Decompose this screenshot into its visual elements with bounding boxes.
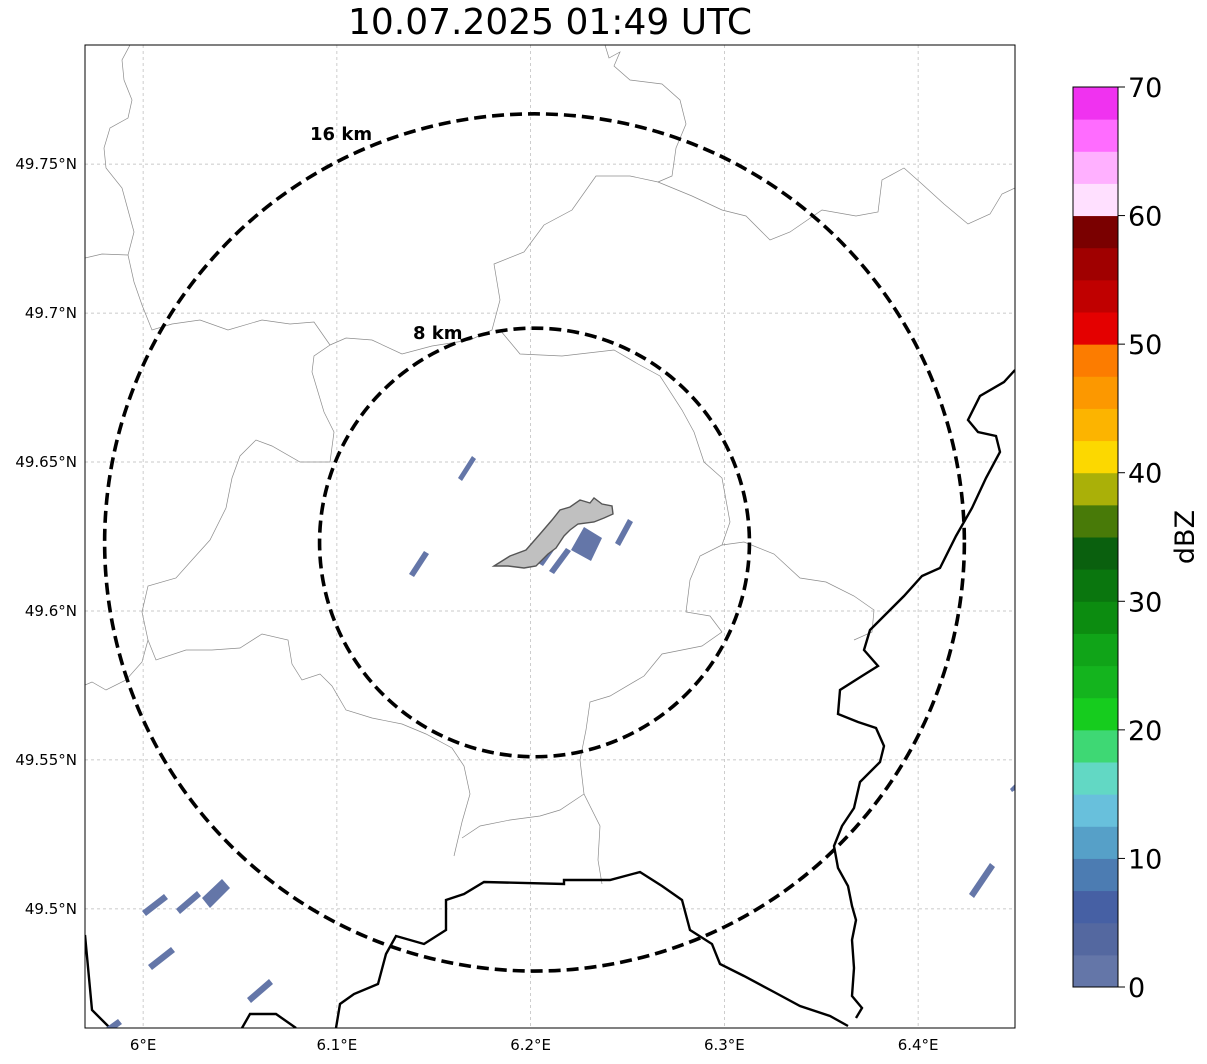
colorbar-label: dBZ (1170, 510, 1201, 564)
colorbar-segment (1073, 537, 1118, 570)
lat-tick-label: 49.6°N (25, 602, 77, 620)
echo-cell (202, 879, 230, 908)
colorbar-segment (1073, 633, 1118, 667)
radar-echoes (105, 456, 1015, 1028)
echo-cell (571, 527, 602, 561)
lat-tick-label: 49.75°N (15, 155, 77, 173)
municipal-boundaries (85, 45, 1015, 885)
border-line (832, 369, 1015, 1019)
colorbar-segment (1073, 87, 1118, 120)
colorbar-segment (1073, 504, 1118, 538)
colorbar-segment (1073, 729, 1118, 763)
colorbar-segment (1073, 922, 1118, 956)
colorbar-tick-label: 10 (1128, 844, 1162, 875)
border-line (334, 870, 849, 1028)
colorbar-segment (1073, 794, 1118, 827)
boundary-line (579, 631, 723, 885)
axis-labels: 6°E 6.1°E 6.2°E 6.3°E 6.4°E 49.75°N 49.7°N 49.6… (15, 155, 938, 1054)
echo-cell (969, 863, 995, 898)
lat-tick-label: 49.55°N (15, 751, 77, 769)
boundary-line (103, 45, 331, 346)
colorbar-tick-label: 40 (1128, 459, 1162, 490)
colorbar-segment (1073, 472, 1118, 506)
colorbar-segment (1073, 697, 1118, 731)
colorbar-segment (1073, 890, 1118, 924)
lon-tick-label: 6°E (130, 1036, 157, 1054)
colorbar-segment (1073, 601, 1118, 634)
colorbar-segment (1073, 376, 1118, 409)
boundary-line (85, 344, 335, 691)
colorbar-segment (1073, 826, 1118, 859)
city-area (491, 497, 614, 569)
boundary-line (604, 45, 687, 183)
colorbar-tick-label: 70 (1128, 73, 1162, 104)
lon-tick-label: 6.4°E (898, 1036, 939, 1054)
colorbar: 0 10 20 30 40 50 60 70 dBZ (1072, 73, 1201, 1004)
border-line (85, 934, 111, 1028)
echo-cell (409, 551, 429, 577)
echo-cell (549, 548, 571, 574)
colorbar-segment (1073, 762, 1118, 795)
colorbar-tick-label: 20 (1128, 716, 1162, 747)
colorbar-segment (1073, 247, 1118, 281)
echo-cell (1010, 784, 1015, 792)
range-ring-label: 16 km (310, 124, 372, 145)
lon-tick-label: 6.3°E (704, 1036, 745, 1054)
boundary-line (147, 633, 471, 857)
border-line (240, 1012, 297, 1028)
map-title: 10.07.2025 01:49 UTC (347, 2, 753, 43)
colorbar-segment (1073, 151, 1118, 184)
colorbar-segment (1073, 312, 1118, 345)
colorbar-segment (1073, 440, 1118, 474)
colorbar-tick-label: 0 (1128, 973, 1145, 1004)
colorbar-segment (1073, 215, 1118, 249)
echo-cell (176, 891, 201, 914)
boundary-line (461, 793, 585, 839)
lon-tick-label: 6.2°E (510, 1036, 551, 1054)
colorbar-segment (1073, 954, 1118, 988)
echo-cell (458, 456, 476, 481)
colorbar-segment (1073, 279, 1118, 313)
echo-cell (142, 894, 168, 916)
range-ring-label: 8 km (413, 323, 463, 344)
echo-cell (148, 947, 175, 970)
echo-cell (615, 519, 633, 546)
range-ring-16km (102, 112, 967, 973)
colorbar-frame (1072, 86, 1119, 988)
colorbar-segment (1073, 569, 1118, 602)
lat-tick-label: 49.7°N (25, 304, 77, 322)
colorbar-tick-label: 30 (1128, 587, 1162, 618)
range-ring-8km (317, 326, 752, 759)
colorbar-segment (1073, 119, 1118, 152)
echo-cell (247, 979, 273, 1003)
lat-tick-label: 49.5°N (25, 900, 77, 918)
colorbar-segment (1073, 858, 1118, 892)
boundary-line (329, 167, 1015, 355)
lat-tick-label: 49.65°N (15, 453, 77, 471)
national-border (85, 369, 1015, 1028)
plot-frame (84, 44, 1016, 1029)
colorbar-segment (1073, 408, 1118, 442)
boundary-line (721, 541, 875, 641)
colorbar-tick-label: 60 (1128, 202, 1162, 233)
colorbar-segment (1073, 183, 1118, 217)
lon-tick-label: 6.1°E (316, 1036, 357, 1054)
colorbar-segment (1073, 344, 1118, 377)
echo-cell (105, 1019, 122, 1028)
range-rings: 8 km 16 km (102, 112, 967, 973)
boundary-line (499, 329, 731, 633)
colorbar-tick-label: 50 (1128, 330, 1162, 361)
gridlines (85, 45, 1015, 1028)
colorbar-segment (1073, 665, 1118, 699)
boundary-line (85, 253, 129, 259)
